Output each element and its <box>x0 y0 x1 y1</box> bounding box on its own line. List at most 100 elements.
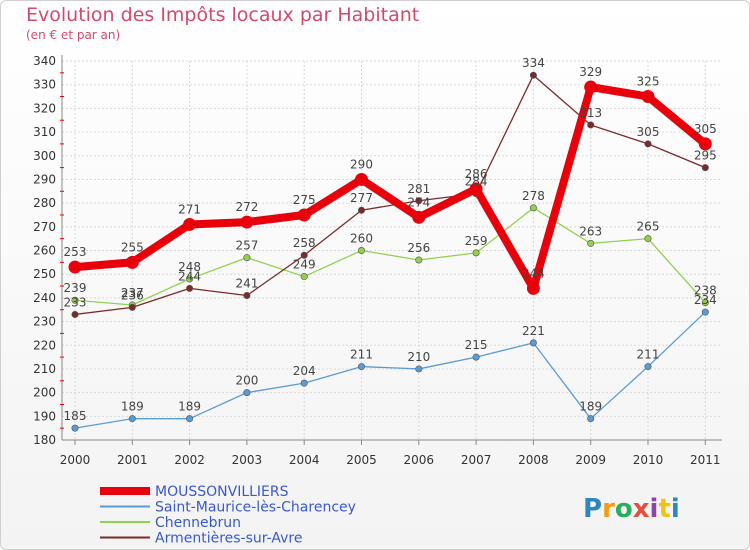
data-label: 211 <box>350 348 373 362</box>
data-label: 200 <box>235 374 258 388</box>
data-label: 260 <box>350 232 373 246</box>
x-tick-label: 2002 <box>174 453 205 467</box>
x-tick-label: 2010 <box>633 453 664 467</box>
data-point <box>243 389 251 397</box>
data-point <box>128 415 136 423</box>
data-point <box>243 254 251 262</box>
data-point <box>529 339 537 347</box>
data-label: 259 <box>465 234 488 248</box>
data-point <box>300 273 308 281</box>
data-label: 239 <box>64 281 87 295</box>
data-point <box>128 303 136 311</box>
data-label: 244 <box>178 269 201 283</box>
proxiti-logo: Proxiti <box>583 494 680 524</box>
y-tick-label: 220 <box>33 338 56 352</box>
series-line-3 <box>74 74 706 316</box>
data-label: 286 <box>465 167 488 181</box>
data-point <box>415 365 423 373</box>
data-label: 253 <box>64 245 87 259</box>
x-tick-label: 2007 <box>461 453 492 467</box>
data-label: 258 <box>293 236 316 250</box>
data-point <box>71 424 79 432</box>
data-label: 256 <box>407 241 430 255</box>
data-point <box>587 121 595 129</box>
data-point <box>701 164 709 172</box>
x-tick-label: 2004 <box>289 453 320 467</box>
x-tick-label: 2006 <box>404 453 435 467</box>
data-label: 334 <box>522 56 545 70</box>
data-label: 275 <box>293 193 316 207</box>
y-tick-label: 210 <box>33 362 56 376</box>
data-point <box>701 299 709 307</box>
data-point <box>357 206 365 214</box>
data-point <box>125 255 139 269</box>
data-label: 290 <box>350 157 373 171</box>
data-point <box>357 363 365 371</box>
x-tick-label: 2005 <box>346 453 377 467</box>
data-label: 238 <box>694 284 717 298</box>
data-label: 185 <box>64 409 87 423</box>
data-point <box>641 90 655 104</box>
data-point <box>415 256 423 264</box>
data-label: 278 <box>522 189 545 203</box>
chart-title: Evolution des Impôts locaux par Habitant <box>26 4 420 26</box>
data-label: 329 <box>579 65 602 79</box>
data-label: 210 <box>407 350 430 364</box>
data-label: 189 <box>178 400 201 414</box>
y-tick-label: 330 <box>33 78 56 92</box>
data-point <box>186 275 194 283</box>
data-point <box>698 137 712 151</box>
x-tick-label: 2000 <box>60 453 91 467</box>
data-label: 233 <box>64 295 87 309</box>
data-label: 204 <box>293 364 316 378</box>
data-label: 284 <box>465 175 488 189</box>
x-tick-label: 2003 <box>232 453 263 467</box>
data-point <box>355 172 368 186</box>
data-label: 263 <box>579 224 602 238</box>
y-tick-label: 320 <box>33 101 56 115</box>
data-point <box>297 208 311 222</box>
data-label: 241 <box>235 277 258 291</box>
data-label: 271 <box>178 202 201 216</box>
y-tick-label: 230 <box>33 315 56 329</box>
data-point <box>701 308 709 316</box>
y-tick-label: 180 <box>33 433 56 447</box>
data-point <box>243 292 251 300</box>
y-tick-label: 260 <box>33 244 56 258</box>
data-point <box>644 140 652 148</box>
data-point <box>415 197 423 205</box>
data-point <box>300 251 308 259</box>
x-tick-label: 2009 <box>575 453 606 467</box>
legend-label-2: Chennebrun <box>155 515 241 531</box>
data-point <box>526 281 540 295</box>
data-point <box>300 379 308 387</box>
series-line-2 <box>74 207 706 306</box>
legend-label-1: Saint-Maurice-lès-Charencey <box>155 500 356 516</box>
data-label: 325 <box>637 75 660 89</box>
data-label: 249 <box>293 258 316 272</box>
data-point <box>472 249 480 257</box>
data-point <box>71 310 79 318</box>
y-tick-label: 190 <box>33 409 56 423</box>
data-point <box>529 71 537 79</box>
data-point <box>587 239 595 247</box>
data-label: 248 <box>178 260 201 274</box>
data-label: 244 <box>522 266 545 280</box>
data-label: 257 <box>235 239 258 253</box>
legend-label-0: MOUSSONVILLIERS <box>155 484 289 500</box>
data-label: 305 <box>637 125 660 139</box>
data-point <box>186 284 194 292</box>
chart-subtitle: (en € et par an) <box>26 28 121 42</box>
data-label: 274 <box>407 195 430 209</box>
data-label: 215 <box>465 338 488 352</box>
y-tick-label: 300 <box>33 149 56 163</box>
data-label: 234 <box>694 293 717 307</box>
y-tick-label: 290 <box>33 172 56 186</box>
data-point <box>240 215 254 229</box>
data-label: 295 <box>694 149 717 163</box>
y-tick-label: 340 <box>33 54 56 68</box>
y-tick-label: 280 <box>33 196 56 210</box>
y-tick-label: 270 <box>33 220 56 234</box>
data-point <box>68 260 82 274</box>
